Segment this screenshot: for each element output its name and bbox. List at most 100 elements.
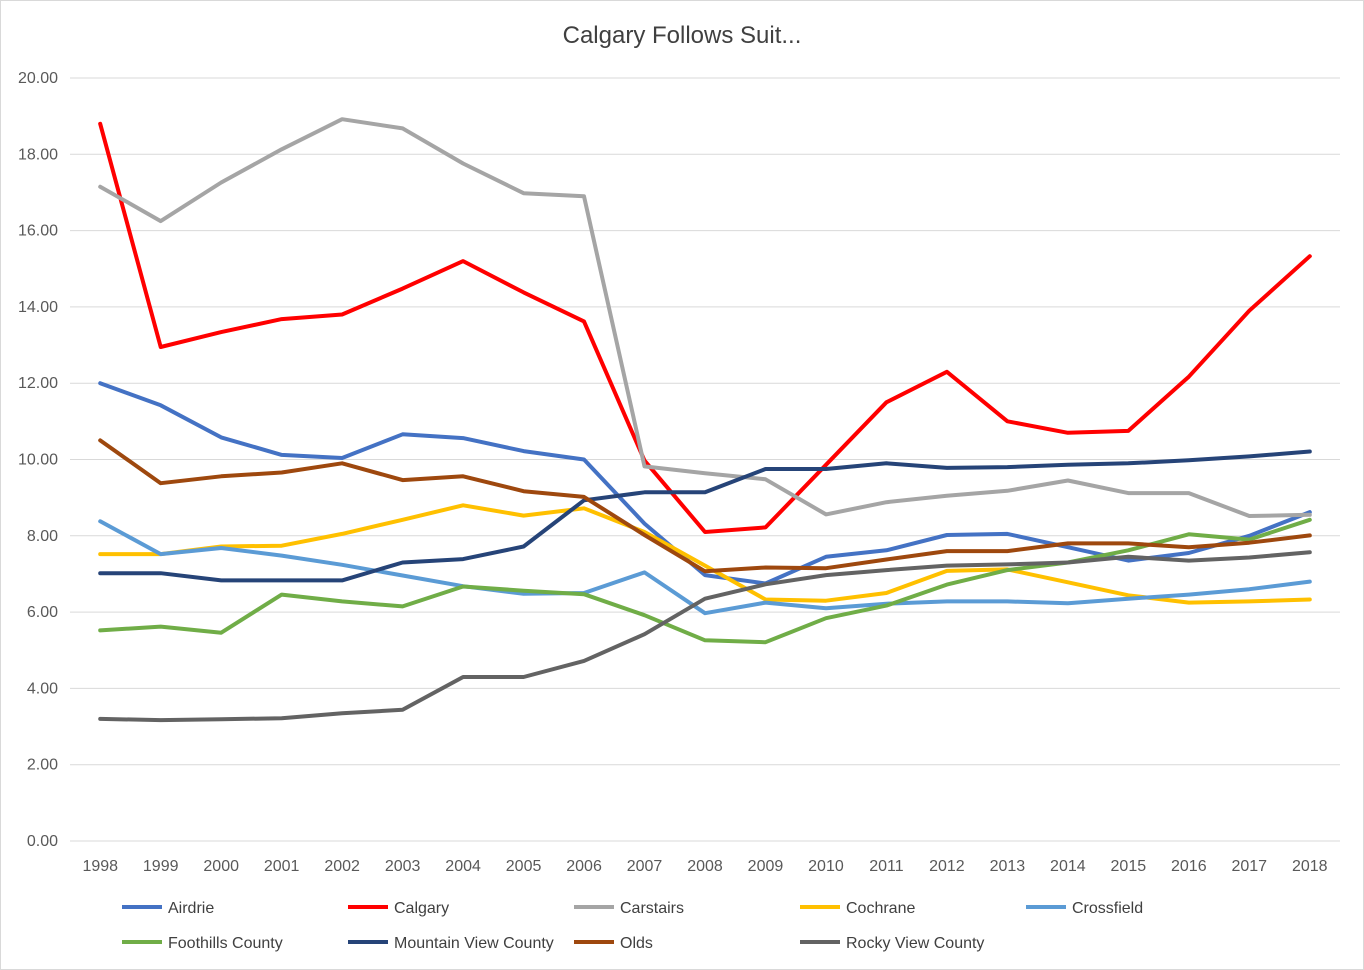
series-carstairs <box>98 117 1312 518</box>
data-point <box>159 625 163 629</box>
data-point <box>1247 454 1251 458</box>
data-point <box>763 601 767 605</box>
data-point <box>824 467 828 471</box>
x-tick-label: 1998 <box>82 858 118 875</box>
data-point <box>763 525 767 529</box>
y-tick-label: 14.00 <box>18 299 58 316</box>
data-point <box>461 675 465 679</box>
data-point <box>461 161 465 165</box>
legend-label: Olds <box>620 935 653 952</box>
data-point <box>884 400 888 404</box>
series-olds <box>98 438 1312 574</box>
legend-item: Foothills County <box>122 935 283 952</box>
data-point <box>1066 601 1070 605</box>
data-point <box>1247 556 1251 560</box>
data-point <box>582 495 586 499</box>
x-tick-label: 2010 <box>808 858 844 875</box>
y-tick-label: 18.00 <box>18 146 58 163</box>
x-tick-label: 2005 <box>506 858 542 875</box>
legend-item: Airdrie <box>122 900 214 917</box>
data-point <box>1187 601 1191 605</box>
series-calgary <box>98 121 1312 534</box>
data-point <box>159 718 163 722</box>
data-point <box>582 458 586 462</box>
data-point <box>1126 597 1130 601</box>
data-point <box>1187 375 1191 379</box>
x-tick-label: 2007 <box>627 858 663 875</box>
data-point <box>1187 551 1191 555</box>
data-point <box>582 659 586 663</box>
data-point <box>219 717 223 721</box>
y-tick-label: 10.00 <box>18 452 58 469</box>
series-rocky-view-county <box>98 550 1312 723</box>
data-point <box>1308 580 1312 584</box>
data-point <box>98 122 102 126</box>
data-point <box>159 552 163 556</box>
data-point <box>1066 541 1070 545</box>
data-point <box>1187 545 1191 549</box>
data-point <box>401 126 405 130</box>
data-point <box>1066 545 1070 549</box>
data-point <box>340 599 344 603</box>
data-point <box>522 191 526 195</box>
data-point <box>1005 489 1009 493</box>
data-point <box>280 544 284 548</box>
data-point <box>1247 514 1251 518</box>
x-tick-label: 2012 <box>929 858 965 875</box>
data-point <box>763 582 767 586</box>
data-point <box>582 506 586 510</box>
legend-label: Foothills County <box>168 935 283 952</box>
y-tick-label: 20.00 <box>18 70 58 87</box>
data-point <box>945 583 949 587</box>
legend: Airdrie Calgary Carstairs Cochrane Crossfiel… <box>122 900 1143 952</box>
data-point <box>401 573 405 577</box>
data-point <box>945 466 949 470</box>
data-point <box>763 565 767 569</box>
data-point <box>1308 533 1312 537</box>
data-point <box>945 533 949 537</box>
y-tick-label: 0.00 <box>27 833 58 850</box>
x-tick-label: 2004 <box>445 858 481 875</box>
data-point <box>643 632 647 636</box>
legend-item: Calgary <box>348 900 449 917</box>
data-point <box>280 470 284 474</box>
data-point <box>461 474 465 478</box>
series-crossfield <box>98 519 1312 616</box>
series-lines <box>98 117 1312 723</box>
data-point <box>280 453 284 457</box>
legend-label: Airdrie <box>168 900 214 917</box>
data-point <box>522 589 526 593</box>
data-point <box>1126 429 1130 433</box>
legend-item: Carstairs <box>574 900 684 917</box>
data-point <box>159 571 163 575</box>
data-point <box>703 564 707 568</box>
data-point <box>1308 254 1312 258</box>
legend-item: Cochrane <box>800 900 915 917</box>
data-point <box>703 569 707 573</box>
x-tick-label: 2017 <box>1231 858 1267 875</box>
data-point <box>461 436 465 440</box>
data-point <box>703 597 707 601</box>
series-line <box>98 517 1312 645</box>
x-tick-label: 2003 <box>385 858 421 875</box>
data-point <box>219 474 223 478</box>
data-point <box>340 461 344 465</box>
data-point <box>98 438 102 442</box>
legend-label: Mountain View County <box>394 935 554 952</box>
data-point <box>824 512 828 516</box>
data-point <box>945 549 949 553</box>
series-cochrane <box>98 503 1312 605</box>
data-point <box>824 616 828 620</box>
data-point <box>945 569 949 573</box>
data-point <box>1126 491 1130 495</box>
data-point <box>280 578 284 582</box>
data-point <box>1126 461 1130 465</box>
series-line <box>98 121 1312 534</box>
data-point <box>643 522 647 526</box>
data-point <box>280 317 284 321</box>
data-point <box>582 194 586 198</box>
series-line <box>98 117 1312 518</box>
data-point <box>1066 580 1070 584</box>
series-foothills-county <box>98 517 1312 645</box>
